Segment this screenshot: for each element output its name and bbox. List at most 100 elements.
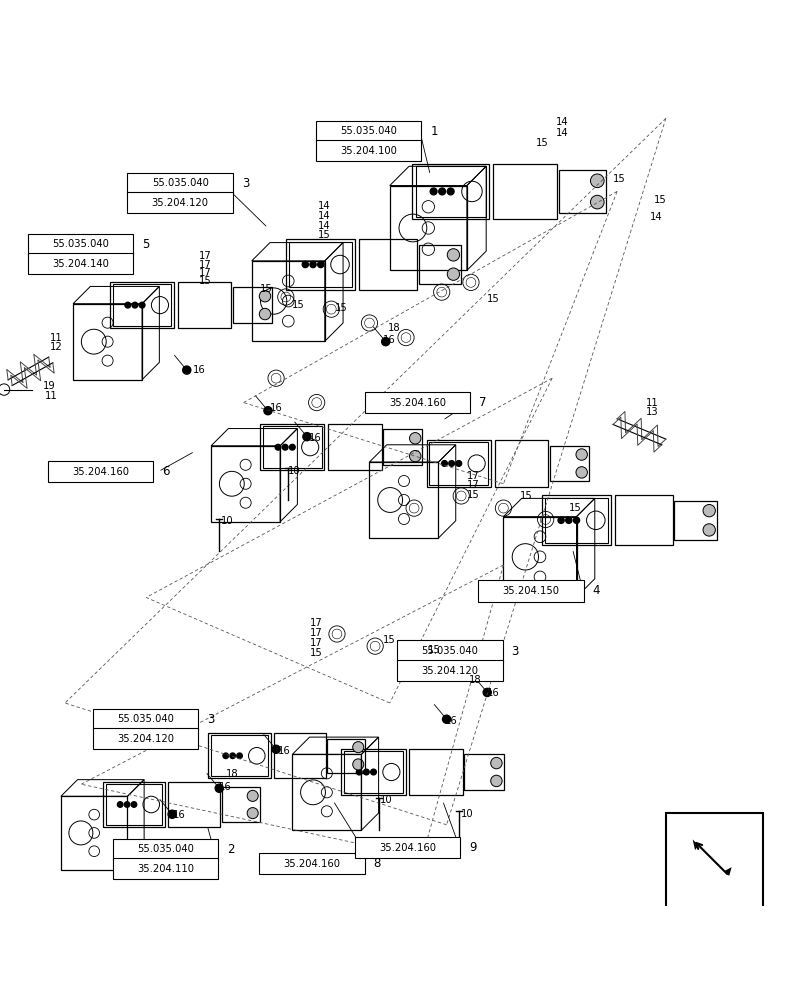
Text: 35.204.160: 35.204.160 bbox=[388, 398, 445, 408]
Text: 17: 17 bbox=[310, 638, 323, 648]
Circle shape bbox=[557, 517, 564, 523]
Text: 13: 13 bbox=[645, 407, 658, 417]
Text: 55.035.040: 55.035.040 bbox=[152, 178, 208, 188]
Circle shape bbox=[168, 810, 176, 818]
Bar bbox=[285, 239, 355, 290]
Text: 3: 3 bbox=[511, 645, 518, 658]
Text: 35.204.120: 35.204.120 bbox=[421, 666, 478, 676]
Circle shape bbox=[370, 769, 376, 775]
Bar bbox=[615, 495, 672, 545]
Circle shape bbox=[139, 302, 145, 308]
Circle shape bbox=[702, 524, 714, 536]
Text: 17: 17 bbox=[199, 260, 212, 270]
Text: 6: 6 bbox=[162, 465, 169, 478]
Circle shape bbox=[131, 802, 136, 807]
Bar bbox=[549, 446, 588, 481]
Text: 4: 4 bbox=[592, 584, 599, 597]
Circle shape bbox=[702, 504, 714, 517]
Bar bbox=[289, 242, 352, 287]
Text: 18: 18 bbox=[225, 769, 238, 779]
FancyBboxPatch shape bbox=[92, 728, 198, 749]
Circle shape bbox=[272, 745, 280, 753]
Bar bbox=[464, 754, 503, 790]
Text: 18: 18 bbox=[388, 323, 401, 333]
Text: 16: 16 bbox=[173, 810, 186, 820]
Text: 35.204.150: 35.204.150 bbox=[502, 586, 559, 596]
Text: 35.204.160: 35.204.160 bbox=[72, 467, 129, 477]
Text: 14: 14 bbox=[556, 128, 569, 138]
Bar bbox=[541, 495, 611, 545]
Text: 17: 17 bbox=[310, 628, 323, 638]
Circle shape bbox=[363, 769, 369, 775]
Bar bbox=[674, 501, 716, 540]
Circle shape bbox=[565, 517, 571, 523]
Bar bbox=[429, 442, 487, 485]
Bar bbox=[233, 287, 272, 323]
FancyBboxPatch shape bbox=[397, 640, 502, 662]
Circle shape bbox=[132, 302, 138, 308]
Text: 15: 15 bbox=[612, 174, 625, 184]
Text: 10: 10 bbox=[380, 795, 393, 805]
Circle shape bbox=[409, 433, 420, 444]
Bar bbox=[558, 170, 605, 213]
Text: 16: 16 bbox=[487, 688, 500, 698]
Text: 10: 10 bbox=[460, 809, 473, 819]
Text: 35.204.120: 35.204.120 bbox=[117, 734, 174, 744]
Circle shape bbox=[275, 444, 281, 450]
Text: 15: 15 bbox=[653, 195, 666, 205]
Circle shape bbox=[490, 757, 501, 769]
Circle shape bbox=[448, 461, 454, 466]
Bar bbox=[493, 164, 556, 219]
Circle shape bbox=[430, 188, 436, 195]
Circle shape bbox=[352, 759, 363, 770]
Text: 35.204.100: 35.204.100 bbox=[340, 146, 397, 156]
Circle shape bbox=[302, 261, 308, 268]
Circle shape bbox=[310, 261, 315, 268]
Circle shape bbox=[381, 338, 389, 346]
Circle shape bbox=[124, 802, 130, 807]
Circle shape bbox=[590, 174, 603, 188]
Circle shape bbox=[483, 688, 491, 697]
Text: 15: 15 bbox=[535, 138, 548, 148]
Bar bbox=[211, 735, 268, 776]
Circle shape bbox=[352, 742, 363, 753]
Circle shape bbox=[215, 784, 223, 792]
Text: 35.204.110: 35.204.110 bbox=[137, 864, 194, 874]
Circle shape bbox=[573, 517, 579, 523]
Text: 15: 15 bbox=[568, 503, 581, 513]
FancyBboxPatch shape bbox=[113, 839, 218, 860]
Bar bbox=[221, 787, 260, 822]
Text: 3: 3 bbox=[242, 177, 249, 190]
Text: 17: 17 bbox=[310, 618, 323, 628]
Text: 17: 17 bbox=[466, 480, 479, 490]
Text: 14: 14 bbox=[649, 212, 662, 222]
Bar bbox=[415, 166, 485, 217]
Circle shape bbox=[447, 249, 459, 261]
Circle shape bbox=[409, 450, 420, 462]
Bar bbox=[169, 782, 220, 827]
Text: 8: 8 bbox=[373, 857, 380, 870]
Text: 1: 1 bbox=[430, 125, 437, 138]
Text: 55.035.040: 55.035.040 bbox=[421, 646, 478, 656]
Text: 16: 16 bbox=[193, 365, 206, 375]
Text: 19: 19 bbox=[43, 381, 56, 391]
Circle shape bbox=[282, 444, 288, 450]
Text: 16: 16 bbox=[277, 746, 290, 756]
Text: 14: 14 bbox=[318, 211, 331, 221]
Text: 15: 15 bbox=[466, 490, 479, 500]
Circle shape bbox=[247, 790, 258, 801]
Circle shape bbox=[455, 461, 461, 466]
Text: 35.204.140: 35.204.140 bbox=[52, 259, 109, 269]
Bar bbox=[328, 424, 381, 470]
FancyBboxPatch shape bbox=[397, 660, 502, 681]
Bar bbox=[494, 440, 547, 487]
Text: 16: 16 bbox=[269, 403, 282, 413]
Text: 10: 10 bbox=[221, 516, 234, 526]
Circle shape bbox=[223, 753, 228, 759]
Circle shape bbox=[441, 461, 447, 466]
Circle shape bbox=[447, 188, 453, 195]
Text: 7: 7 bbox=[478, 396, 486, 409]
FancyBboxPatch shape bbox=[315, 140, 421, 161]
Bar bbox=[665, 813, 762, 910]
Bar bbox=[263, 426, 321, 468]
